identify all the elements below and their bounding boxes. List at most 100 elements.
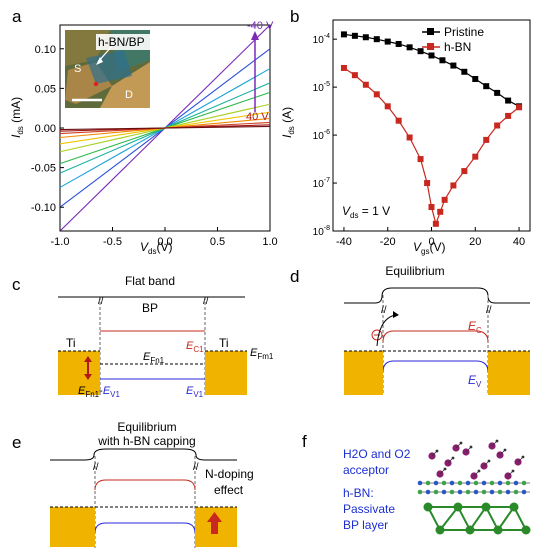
hbn-atom	[425, 480, 431, 486]
bp-atom	[509, 502, 519, 512]
panel-b-frame	[332, 19, 531, 232]
inset-source-label: S	[74, 63, 81, 75]
panel-c-ti-left	[58, 351, 100, 395]
panel-a-xlabel: Vds(V)	[140, 240, 172, 256]
hbn-atom	[441, 489, 447, 495]
hbn-atom	[473, 480, 479, 486]
panel-f-bp-layer	[423, 502, 531, 535]
panel-b-xtick-label: 0	[428, 236, 434, 248]
hbn-atom	[505, 489, 511, 495]
panel-label-e: e	[12, 433, 21, 452]
series-point-1	[395, 117, 402, 124]
panel-b-ytick-label: 10-6	[313, 129, 330, 142]
hbn-atom	[465, 480, 471, 486]
series-point-0	[472, 75, 479, 82]
panel-label-c: c	[12, 275, 21, 294]
series-point-1	[417, 156, 424, 163]
series-point-0	[340, 31, 347, 38]
series-point-1	[406, 134, 413, 141]
panel-a-ytick-label: 0.00	[35, 123, 56, 135]
iv-curve-10	[59, 125, 271, 131]
hbn-atom	[489, 489, 495, 495]
series-point-1	[432, 220, 439, 227]
panel-a-xtick-label: 0.5	[210, 236, 225, 248]
panel-f-line-4: Passivate	[343, 502, 395, 516]
series-point-1	[424, 180, 431, 187]
panel-e-title-1: Equilibrium	[117, 420, 176, 434]
series-point-1	[384, 103, 391, 110]
panel-label-b: b	[290, 7, 299, 26]
panel-b-ytick-label: 10-4	[313, 33, 330, 46]
series-point-0	[406, 44, 413, 51]
panel-b-ytick-label: 10-5	[313, 81, 330, 94]
panel-c-efn-label: EFn1	[143, 351, 165, 365]
hbn-atom	[473, 489, 479, 495]
gate-top-label: -40 V	[247, 20, 274, 32]
panel-d-electron-icon	[371, 329, 383, 341]
panel-e-note-2: effect	[214, 483, 244, 497]
series-point-0	[461, 68, 468, 75]
panel-e-metal-left	[50, 507, 95, 547]
gate-bottom-label: 40 V	[246, 111, 269, 123]
panel-e-band-diagram: Equilibrium with h-BN capping // // N-do…	[50, 420, 254, 548]
bp-atom	[481, 502, 491, 512]
series-point-1	[505, 112, 512, 119]
panel-b-legend: Pristine h-BN	[422, 25, 484, 54]
panel-a-chart: -1.0 -0.5 0.0 0.5 1.0 -0.10 -0.05 0.00 0.05 0.10…	[9, 20, 278, 256]
bp-atom	[521, 525, 531, 535]
series-point-0	[351, 32, 358, 39]
panel-a-xtick-label: 1.0	[262, 236, 277, 248]
svg-text://: //	[193, 462, 199, 473]
panel-d-band-diagram: Equilibrium // // EC EV	[344, 264, 530, 395]
panel-a-xtick-label: -1.0	[51, 236, 70, 248]
hbn-atom	[449, 489, 455, 495]
panel-b-xtick-label: 20	[469, 236, 481, 248]
panel-d-injection-arrow	[376, 314, 396, 347]
series-point-1	[494, 122, 501, 129]
series-point-1	[516, 104, 523, 111]
panel-f-schematic: H2O and O2 acceptor h-BN: Passivate BP l…	[343, 439, 531, 535]
panel-f-line-1: H2O and O2	[343, 447, 411, 461]
panel-f-line-3: h-BN:	[343, 486, 374, 500]
panel-b-xticks: -40 -20 0 20 40	[336, 227, 525, 248]
panel-e-doping-arrow	[211, 521, 218, 534]
panel-a-ytick-label: 0.05	[35, 83, 56, 95]
svg-text://: //	[98, 296, 104, 307]
inset-drain-label: D	[125, 89, 133, 101]
panel-b-xlabel: Vgs(V)	[413, 240, 445, 256]
panel-b-ytick-label: 10-7	[313, 177, 330, 190]
bp-atom	[465, 525, 475, 535]
panel-f-hbn-layers	[417, 480, 530, 495]
panel-f-molecules	[428, 439, 525, 480]
hbn-atom	[465, 489, 471, 495]
series-point-1	[362, 81, 369, 88]
series-point-1	[437, 208, 444, 215]
panel-label-a: a	[12, 7, 22, 26]
legend-pristine: Pristine	[444, 25, 484, 39]
bp-atom	[423, 502, 433, 512]
hbn-atom	[513, 480, 519, 486]
panel-a-xtick-label: -0.5	[103, 236, 122, 248]
panel-f-line-5: BP layer	[343, 518, 388, 532]
series-point-0	[483, 83, 490, 90]
panel-c-band-diagram: Flat band BP // // EC1 EFn1 EV1 Ti Ti EF…	[58, 274, 274, 399]
bp-atom	[453, 502, 463, 512]
svg-text://: //	[203, 296, 209, 307]
panel-a-ytick-label: 0.10	[35, 44, 56, 56]
panel-b-series	[340, 31, 523, 227]
series-point-1	[373, 91, 380, 98]
panel-b-ytick-label: 10-8	[313, 225, 330, 238]
hbn-atom	[417, 480, 423, 486]
hbn-atom	[513, 489, 519, 495]
series-point-0	[439, 57, 446, 64]
panel-c-ev-label: EV1	[186, 385, 204, 399]
panel-c-ti-right	[205, 351, 247, 395]
bp-bond	[427, 505, 527, 532]
series-line-1	[343, 67, 520, 226]
panel-label-d: d	[290, 267, 299, 286]
hbn-atom	[457, 480, 463, 486]
panel-a-ytick-label: -0.05	[31, 163, 56, 175]
panel-d-ev-label: EV	[468, 373, 482, 389]
series-point-1	[441, 196, 448, 203]
